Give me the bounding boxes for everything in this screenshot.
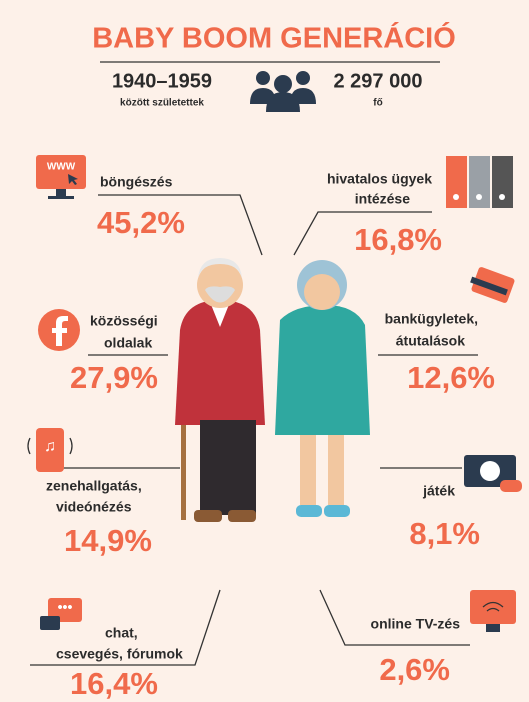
binders-icon [446, 156, 513, 208]
item-percent: 14,9% [64, 523, 152, 558]
years: 1940–1959 [112, 70, 212, 92]
phone-icon: ♫ [27, 428, 73, 472]
item-label: chat, [105, 625, 138, 641]
tv-icon [470, 590, 516, 632]
item-label: böngészés [100, 174, 173, 190]
item-label: intézése [355, 191, 410, 207]
connector [30, 589, 221, 666]
facebook-icon [38, 309, 80, 351]
years-caption: között születettek [120, 98, 204, 109]
game-icon [464, 455, 522, 492]
item-percent: 27,9% [70, 360, 158, 395]
item-label: online TV-zés [371, 616, 461, 632]
item-percent: 45,2% [97, 205, 185, 240]
couple-illustration [175, 258, 370, 522]
svg-text:•••: ••• [58, 599, 73, 615]
count-caption: fő [373, 98, 382, 109]
item-percent: 12,6% [407, 360, 495, 395]
item-label: átutalások [396, 333, 465, 349]
item-label: zenehallgatás, [46, 478, 142, 494]
connector [293, 211, 432, 256]
item-percent: 16,4% [70, 666, 158, 701]
card-icon [470, 267, 515, 303]
connector [98, 194, 263, 256]
browser-icon: WWW [36, 155, 86, 199]
svg-text:WWW: WWW [47, 162, 76, 173]
title: BABY BOOM GENERÁCIÓ [92, 21, 456, 55]
item-label: csevegés, fórumok [56, 646, 183, 662]
item-label: játék [422, 483, 455, 499]
item-percent: 16,8% [354, 222, 442, 257]
item-percent: 8,1% [409, 516, 480, 551]
people-icon [250, 71, 316, 112]
item-label: hivatalos ügyek [327, 171, 432, 187]
chat-icon: ••• [40, 598, 82, 630]
svg-text:♫: ♫ [44, 438, 56, 455]
item-label: videónézés [56, 499, 132, 515]
count: 2 297 000 [334, 70, 423, 92]
connector [319, 589, 470, 646]
item-percent: 2,6% [379, 652, 450, 687]
item-label: oldalak [104, 335, 152, 351]
item-label: bankügyletek, [385, 311, 478, 327]
item-label: közösségi [90, 313, 158, 329]
